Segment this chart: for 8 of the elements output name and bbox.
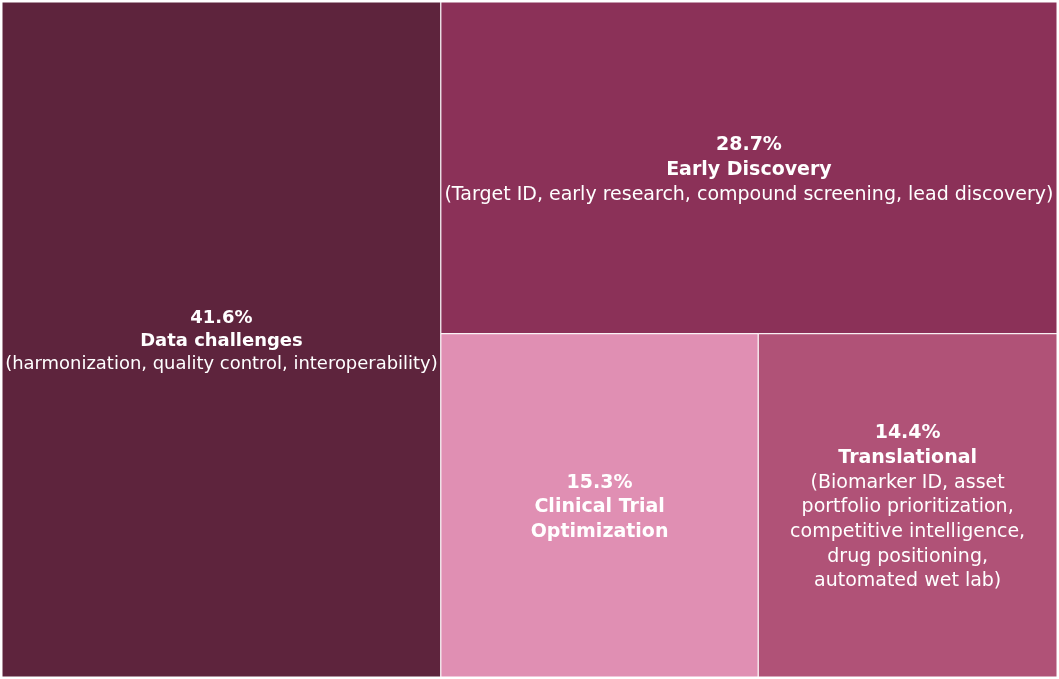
category-label: Clinical Trial Optimization	[530, 494, 669, 542]
data-label: 28.7%	[715, 132, 782, 155]
category-label: Data challenges (harmonization, quality control, interoperability)	[5, 329, 438, 374]
data-label: 15.3%	[566, 469, 633, 492]
category-label: Translational (Biomarker ID, asset portfolio prioritization, competitive intelligence, drug positioning, automated wet lab)	[790, 444, 1026, 591]
category-label: Early Discovery (Target ID, early research, compound screening, lead discovery)	[444, 156, 1054, 204]
data-label: 14.4%	[874, 420, 941, 443]
data-label: 41.6%	[190, 305, 253, 327]
